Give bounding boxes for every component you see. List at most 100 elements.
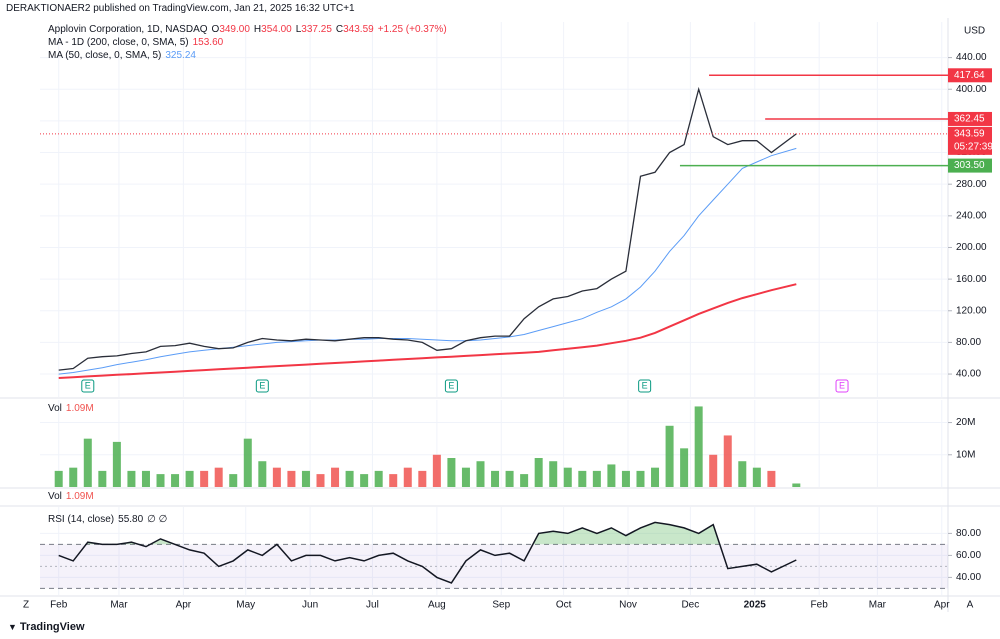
volume-bar bbox=[476, 461, 485, 487]
y-tick-label: 80.00 bbox=[956, 528, 981, 539]
volume-bar bbox=[432, 454, 441, 487]
volume-bar bbox=[127, 470, 136, 487]
price-level-box bbox=[948, 158, 992, 173]
y-tick-label: 80.00 bbox=[956, 337, 981, 348]
volume-bar bbox=[229, 474, 238, 487]
x-tick-label: Jun bbox=[302, 600, 318, 611]
volume-bar bbox=[709, 454, 718, 487]
volume-bar bbox=[83, 438, 92, 487]
volume-bar bbox=[141, 470, 150, 487]
earnings-label: E bbox=[259, 380, 265, 390]
ohlc-key: H bbox=[253, 24, 262, 35]
legend-value: 55.80 bbox=[118, 514, 144, 525]
x-tick-label: Jul bbox=[366, 600, 379, 611]
volume-bar bbox=[316, 474, 325, 487]
zoom-button[interactable]: Z bbox=[23, 600, 29, 611]
earnings-marker bbox=[638, 379, 652, 393]
volume-bar bbox=[389, 474, 398, 487]
volume-bar bbox=[461, 467, 470, 487]
price-level-box bbox=[948, 111, 992, 126]
volume-bar bbox=[752, 467, 761, 487]
volume-bar bbox=[694, 406, 703, 487]
volume-bar bbox=[767, 470, 776, 487]
y-tick-label: 200.00 bbox=[956, 242, 987, 253]
volume-bar bbox=[636, 470, 645, 487]
volume-bar bbox=[592, 470, 601, 487]
volume-bar bbox=[578, 470, 587, 487]
volume-legend: Vol 1.09M bbox=[48, 402, 98, 415]
volume-bar bbox=[563, 467, 572, 487]
currency-label[interactable]: USD bbox=[964, 26, 985, 37]
x-tick-label: Feb bbox=[811, 600, 829, 611]
volume-bar bbox=[534, 458, 543, 487]
x-tick-label: Dec bbox=[681, 600, 699, 611]
x-tick-label: Apr bbox=[934, 600, 950, 611]
earnings-label: E bbox=[642, 380, 648, 390]
volume-bar bbox=[98, 470, 107, 487]
earnings-marker bbox=[444, 379, 458, 393]
auto-scale-button[interactable]: A bbox=[967, 600, 974, 611]
legend-row: Applovin Corporation, 1D, NASDAQ O349.00 H… bbox=[48, 23, 451, 36]
last-price-label: 343.59 bbox=[954, 129, 985, 140]
volume-bar bbox=[243, 438, 252, 487]
volume-bar bbox=[258, 461, 267, 487]
earnings-marker bbox=[255, 379, 269, 393]
volume-bar bbox=[549, 461, 558, 487]
volume-bar bbox=[156, 474, 165, 487]
legend-row: MA (50, close, 0, SMA, 5) 325.24 bbox=[48, 49, 451, 62]
volume-bar bbox=[301, 470, 310, 487]
legend-value: 325.24 bbox=[165, 50, 196, 61]
volume-bar bbox=[651, 467, 660, 487]
volume-bar bbox=[607, 464, 616, 487]
x-tick-label: Nov bbox=[619, 600, 637, 611]
volume-bar bbox=[621, 470, 630, 487]
countdown-label: 05:27:39 bbox=[954, 142, 993, 153]
price-level-label: 303.50 bbox=[954, 160, 985, 171]
legend-row: MA - 1D (200, close, 0, SMA, 5) 153.60 bbox=[48, 36, 451, 49]
x-tick-label: May bbox=[236, 600, 255, 611]
series-line bbox=[58, 86, 797, 371]
series-line bbox=[58, 521, 797, 584]
price-legend: Applovin Corporation, 1D, NASDAQ O349.00 H… bbox=[48, 23, 451, 62]
volume-bar bbox=[171, 474, 180, 487]
chart-title: Applovin Corporation, 1D, NASDAQ bbox=[48, 24, 208, 35]
ohlc-value: 349.00 bbox=[219, 24, 250, 35]
x-tick-label: Mar bbox=[110, 600, 128, 611]
ohlc-value: 343.59 bbox=[343, 24, 374, 35]
ohlc-key: L bbox=[295, 24, 302, 35]
y-tick-label: 400.00 bbox=[956, 84, 987, 95]
y-tick-label: 40.00 bbox=[956, 369, 981, 380]
volume-bar bbox=[418, 470, 427, 487]
x-tick-label: Oct bbox=[556, 600, 572, 611]
earnings-marker bbox=[835, 379, 849, 393]
earnings-label: E bbox=[85, 380, 91, 390]
price-level-box bbox=[948, 68, 992, 83]
price-level-label: 362.45 bbox=[954, 114, 985, 125]
x-tick-label: 2025 bbox=[744, 600, 767, 611]
legend-value: 153.60 bbox=[192, 37, 224, 48]
last-price-box bbox=[948, 126, 992, 155]
ohlc-key: C bbox=[335, 24, 344, 35]
volume-bar bbox=[680, 448, 689, 487]
y-tick-label: 40.00 bbox=[956, 572, 981, 583]
volume-bar bbox=[287, 470, 296, 487]
volume-bar bbox=[505, 470, 514, 487]
legend-name: RSI (14, close) bbox=[48, 514, 115, 525]
overbought-fill bbox=[58, 522, 797, 545]
legend-value: 1.09M bbox=[65, 403, 94, 414]
y-tick-label: 10M bbox=[956, 449, 975, 460]
series-line bbox=[58, 283, 797, 379]
x-tick-label: Mar bbox=[869, 600, 887, 611]
y-tick-label: 440.00 bbox=[956, 52, 987, 63]
footer-text: TradingView bbox=[19, 621, 85, 633]
series-line bbox=[58, 147, 797, 375]
legend-name: MA (50, close, 0, SMA, 5) bbox=[48, 50, 162, 61]
volume-bar bbox=[185, 470, 194, 487]
x-tick-label: Apr bbox=[176, 600, 192, 611]
collapsed-title: Vol bbox=[48, 491, 62, 502]
volume-bar bbox=[665, 425, 674, 487]
y-tick-label: 20M bbox=[956, 417, 975, 428]
y-tick-label: 240.00 bbox=[956, 210, 987, 221]
